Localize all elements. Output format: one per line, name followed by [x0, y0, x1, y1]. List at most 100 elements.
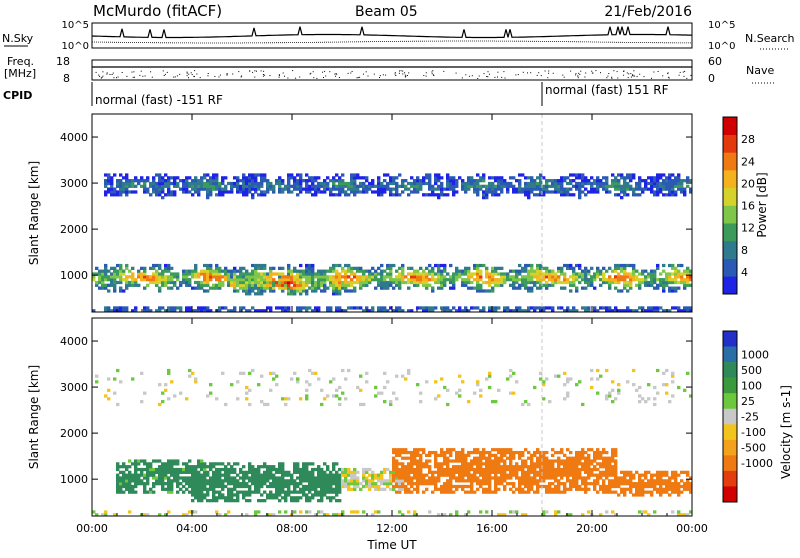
heatmap-cell [353, 476, 356, 479]
heatmap-cell [119, 479, 122, 482]
heatmap-cell [344, 272, 347, 275]
heatmap-cell [587, 448, 590, 451]
heatmap-cell [593, 188, 596, 191]
heatmap-cell [644, 179, 647, 182]
heatmap-cell [494, 272, 497, 275]
heatmap-cell [464, 468, 467, 471]
heatmap-cell [197, 474, 200, 477]
heatmap-cell [302, 462, 305, 465]
heatmap-cell [296, 188, 299, 191]
nave-dot [431, 72, 432, 73]
heatmap-cell [473, 185, 476, 188]
heatmap-cell [215, 462, 218, 465]
heatmap-cell [278, 493, 281, 496]
heatmap-cell [170, 287, 173, 290]
heatmap-cell [551, 482, 554, 485]
heatmap-cell [413, 476, 416, 479]
heatmap-cell [293, 270, 296, 273]
heatmap-cell [578, 275, 581, 278]
heatmap-cell [629, 491, 632, 494]
heatmap-cell [644, 284, 647, 287]
heatmap-cell [581, 488, 584, 491]
heatmap-cell [272, 185, 275, 188]
heatmap-cell [146, 188, 149, 191]
heatmap-cell [425, 281, 428, 284]
heatmap-cell [248, 389, 251, 392]
nave-dot [538, 72, 539, 73]
heatmap-cell [533, 468, 536, 471]
heatmap-cell [392, 485, 395, 488]
heatmap-cell [245, 493, 248, 496]
heatmap-cell [626, 284, 629, 287]
heatmap-cell [581, 179, 584, 182]
heatmap-cell [431, 267, 434, 270]
heatmap-cell [194, 482, 197, 485]
colorbar-swatch [723, 259, 737, 277]
heatmap-cell [194, 190, 197, 193]
nave-dot [220, 75, 221, 76]
heatmap-cell [491, 476, 494, 479]
heatmap-cell [476, 190, 479, 193]
heatmap-cell [209, 272, 212, 275]
heatmap-cell [284, 403, 287, 406]
heatmap-cell [509, 488, 512, 491]
heatmap-cell [212, 482, 215, 485]
heatmap-cell [407, 462, 410, 465]
heatmap-cell [455, 278, 458, 281]
heatmap-cell [269, 278, 272, 281]
heatmap-cell [452, 471, 455, 474]
heatmap-cell [290, 281, 293, 284]
heatmap-cell [467, 471, 470, 474]
heatmap-cell [638, 185, 641, 188]
heatmap-cell [611, 471, 614, 474]
heatmap-cell [341, 179, 344, 182]
heatmap-cell [431, 270, 434, 273]
heatmap-cell [353, 510, 356, 513]
heatmap-cell [206, 488, 209, 491]
heatmap-cell [170, 380, 173, 383]
heatmap-cell [563, 188, 566, 191]
heatmap-cell [116, 462, 119, 465]
heatmap-cell [215, 479, 218, 482]
heatmap-cell [221, 462, 224, 465]
heatmap-cell [215, 485, 218, 488]
heatmap-cell [527, 278, 530, 281]
heatmap-cell [455, 479, 458, 482]
heatmap-cell [170, 482, 173, 485]
heatmap-cell [365, 270, 368, 273]
heatmap-cell [176, 459, 179, 462]
heatmap-cell [143, 190, 146, 193]
nave-dot [188, 74, 189, 75]
heatmap-cell [221, 176, 224, 179]
heatmap-cell [527, 474, 530, 477]
heatmap-cell [332, 462, 335, 465]
heatmap-cell [314, 289, 317, 292]
heatmap-cell [200, 488, 203, 491]
heatmap-cell [317, 499, 320, 502]
heatmap-cell [365, 275, 368, 278]
heatmap-cell [389, 264, 392, 267]
heatmap-cell [230, 281, 233, 284]
heatmap-cell [647, 284, 650, 287]
heatmap-cell [665, 383, 668, 386]
heatmap-cell [371, 272, 374, 275]
heatmap-cell [638, 400, 641, 403]
heatmap-cell [497, 272, 500, 275]
colorbar-tick-label: 12 [741, 222, 755, 235]
heatmap-cell [485, 457, 488, 460]
heatmap-cell [506, 272, 509, 275]
heatmap-cell [149, 488, 152, 491]
heatmap-cell [461, 485, 464, 488]
heatmap-cell [182, 270, 185, 273]
heatmap-cell [377, 267, 380, 270]
heatmap-cell [605, 185, 608, 188]
heatmap-cell [404, 491, 407, 494]
heatmap-cell [635, 485, 638, 488]
heatmap-cell [383, 400, 386, 403]
heatmap-cell [218, 278, 221, 281]
heatmap-cell [350, 284, 353, 287]
heatmap-cell [461, 272, 464, 275]
heatmap-cell [398, 462, 401, 465]
heatmap-cell [470, 275, 473, 278]
heatmap-cell [353, 185, 356, 188]
